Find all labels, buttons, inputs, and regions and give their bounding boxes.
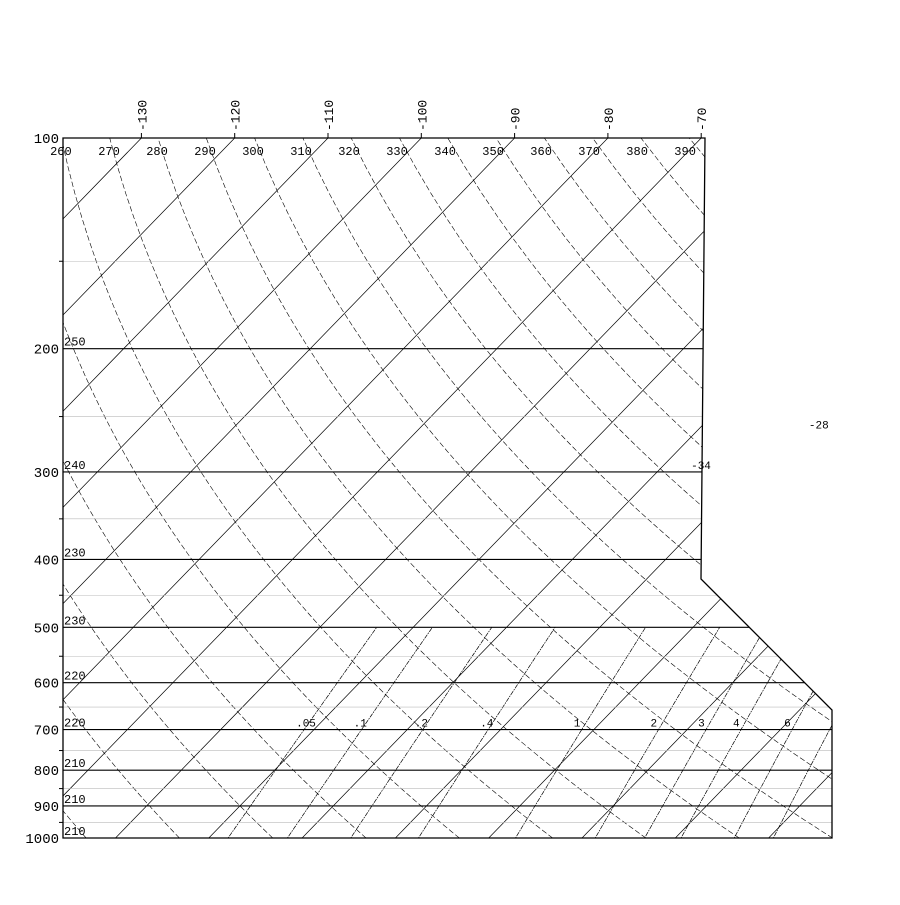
svg-text:270: 270 [98,145,120,159]
svg-text:330: 330 [386,145,408,159]
svg-text:3: 3 [698,719,705,731]
svg-text:-70: -70 [695,108,710,131]
svg-text:320: 320 [338,145,360,159]
svg-text:380: 380 [626,145,648,159]
svg-text:-34: -34 [691,461,711,473]
svg-text:310: 310 [290,145,312,159]
svg-text:-100: -100 [415,100,430,131]
svg-text:360: 360 [530,145,552,159]
svg-text:1: 1 [574,719,581,731]
svg-text:400: 400 [34,553,59,569]
svg-text:230: 230 [64,546,86,560]
svg-text:600: 600 [34,677,59,693]
svg-text:280: 280 [146,145,168,159]
svg-text:2: 2 [651,719,658,731]
svg-text:210: 210 [64,757,86,771]
svg-text:6: 6 [784,719,791,731]
svg-text:900: 900 [34,800,59,816]
svg-text:-110: -110 [322,100,337,131]
svg-text:-120: -120 [229,100,244,131]
svg-text:-28: -28 [809,421,829,433]
svg-text:220: 220 [64,717,86,731]
svg-text:260: 260 [50,145,72,159]
svg-text:500: 500 [34,621,59,637]
svg-text:250: 250 [64,336,86,350]
svg-text:4: 4 [733,719,740,731]
svg-text:210: 210 [64,793,86,807]
svg-text:1000: 1000 [25,832,59,848]
svg-text:300: 300 [34,466,59,482]
svg-text:200: 200 [34,343,59,359]
svg-text:210: 210 [64,825,86,839]
svg-text:290: 290 [194,145,216,159]
svg-text:.4: .4 [480,719,494,731]
svg-text:-90: -90 [509,108,524,131]
svg-text:-130: -130 [135,100,150,131]
svg-text:240: 240 [64,459,86,473]
svg-text:300: 300 [242,145,264,159]
svg-text:390: 390 [674,145,696,159]
svg-text:700: 700 [34,724,59,740]
svg-text:800: 800 [34,764,59,780]
svg-text:-80: -80 [602,108,617,131]
svg-text:230: 230 [64,614,86,628]
svg-text:.2: .2 [415,719,428,731]
svg-text:370: 370 [578,145,600,159]
svg-text:.05: .05 [296,719,316,731]
svg-text:.1: .1 [354,719,368,731]
svg-text:350: 350 [482,145,504,159]
svg-text:220: 220 [64,670,86,684]
svg-text:340: 340 [434,145,456,159]
